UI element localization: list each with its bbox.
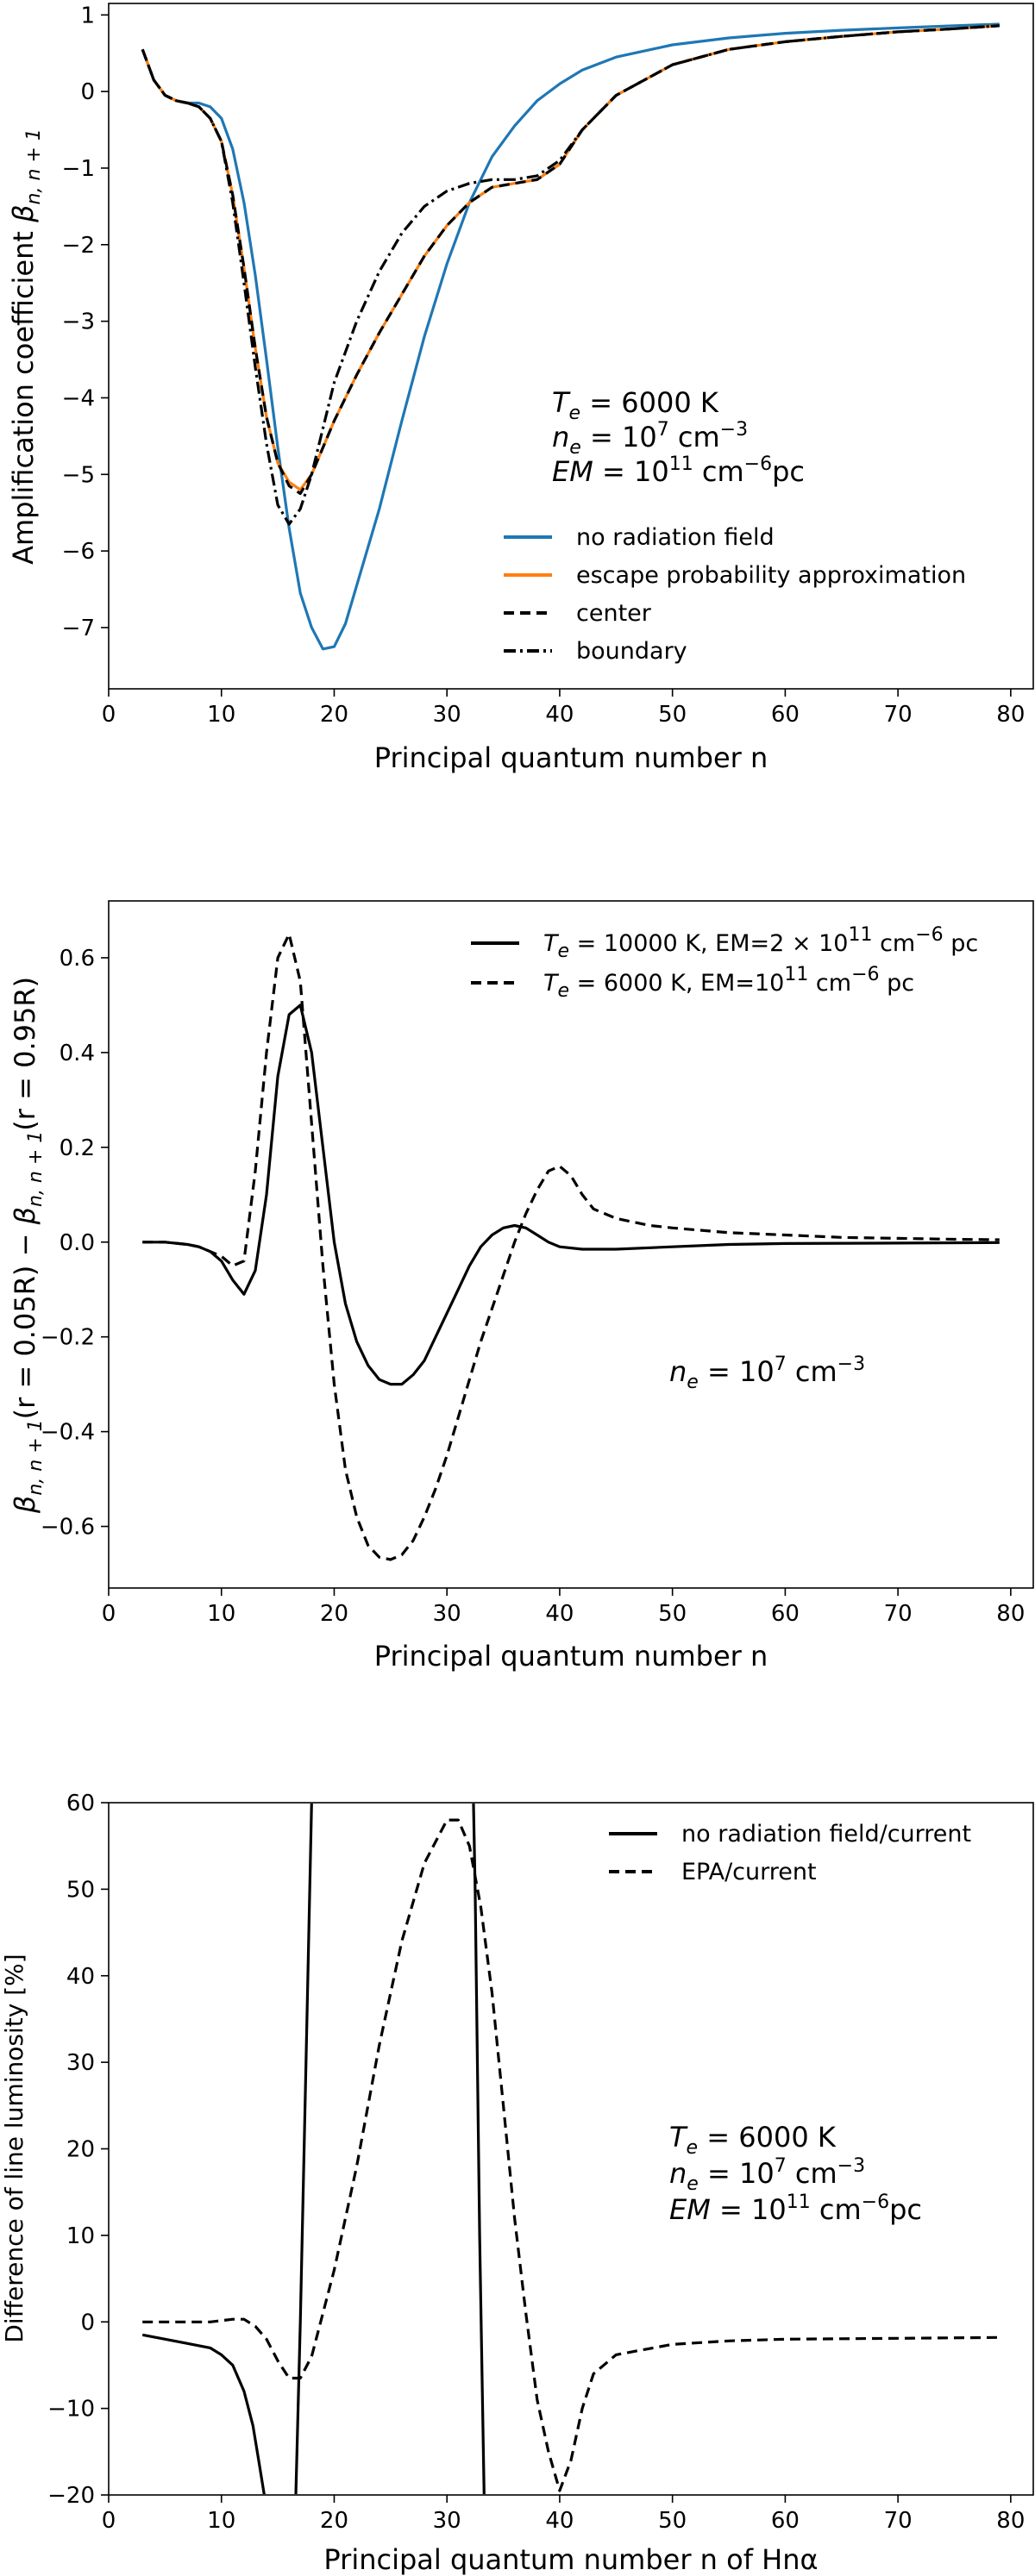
x-tick-label: 50	[658, 702, 687, 728]
annotation-params: Te = 6000 K ne = 107 cm−3 EM = 1011 cm−6…	[669, 2121, 922, 2226]
x-axis-label: Principal quantum number n	[374, 741, 768, 774]
series-line-3	[141, 24, 1000, 526]
y-tick-label: 50	[66, 1877, 95, 1903]
x-tick-label: 40	[545, 2508, 574, 2534]
y-tick-label: −20	[47, 2483, 95, 2509]
legend-label-no-radiation: no radiation field	[576, 524, 775, 551]
axis-ticks: 0 10 20 30 40 50 60 70 80 0.6 0.4 0.2 0.0 −0.2 −0.4 −0.…	[41, 946, 1026, 1627]
x-tick-label: 60	[771, 2508, 800, 2534]
axis-ticks: 0 10 20 30 40 50 60 70 80 60 50 40 30 20 10 0 −10 −20	[47, 1791, 1025, 2534]
y-tick-label: −1	[62, 156, 95, 182]
y-tick-label: −7	[62, 616, 95, 641]
y-tick-label: 20	[66, 2137, 95, 2163]
x-tick-label: 30	[433, 2508, 461, 2534]
series-line-0	[142, 1004, 1000, 1386]
legend-label-boundary: boundary	[576, 638, 687, 665]
x-tick-label: 10	[207, 2508, 235, 2534]
legend-label-epa-current: EPA/current	[681, 1859, 817, 1885]
plot-frame	[108, 900, 1034, 1589]
x-tick-label: 50	[658, 2508, 687, 2534]
y-axis-label: βn, n + 1(r = 0.05R) − βn, n + 1(r = 0.9…	[9, 977, 47, 1514]
x-tick-label: 60	[771, 1601, 800, 1627]
annotation-params: ne = 107 cm−3	[669, 1354, 865, 1393]
y-tick-label: −0.2	[41, 1325, 95, 1351]
legend-label-te6000: Te = 6000 K, EM=1011 cm−6 pc	[543, 964, 914, 1002]
legend-label-center: center	[576, 600, 652, 627]
svg-text:EM = 1011 cm−6pc: EM = 1011 cm−6pc	[669, 2191, 922, 2226]
panel-line-luminosity: 0 10 20 30 40 50 60 70 80 60 50 40 30 20 10 0 −10 −20 Pri…	[0, 1791, 1034, 2576]
y-tick-label: 60	[66, 1791, 95, 1816]
series-line-0	[141, 1804, 486, 2494]
y-tick-label: −10	[47, 2397, 95, 2423]
x-tick-label: 80	[996, 702, 1025, 728]
y-tick-label: 1	[80, 3, 95, 28]
y-tick-label: −3	[62, 309, 95, 335]
legend: no radiation field escape probability ap…	[504, 524, 966, 665]
svg-text:Te = 6000 K: Te = 6000 K	[669, 2121, 837, 2159]
x-tick-label: 10	[207, 702, 235, 728]
y-tick-label: 30	[66, 2050, 95, 2076]
plot-frame	[108, 3, 1034, 690]
x-tick-label: 70	[884, 1601, 913, 1627]
x-tick-label: 70	[884, 702, 913, 728]
x-tick-label: 40	[545, 1601, 574, 1627]
y-tick-label: 0.2	[60, 1135, 95, 1161]
x-tick-label: 0	[102, 2508, 116, 2534]
x-tick-label: 20	[320, 2508, 348, 2534]
svg-text:EM = 1011 cm−6pc: EM = 1011 cm−6pc	[552, 453, 805, 488]
legend-label-epa: escape probability approximation	[576, 562, 966, 589]
y-tick-label: 10	[66, 2223, 95, 2249]
x-tick-label: 80	[996, 1601, 1025, 1627]
y-axis-label: Difference of line luminosity [%]	[0, 1954, 28, 2342]
series-line-1	[142, 1818, 1000, 2492]
y-tick-label: 40	[66, 1964, 95, 1990]
x-tick-label: 80	[996, 2508, 1025, 2534]
y-tick-label: 0	[80, 79, 95, 105]
y-tick-label: −2	[62, 233, 95, 259]
legend: Te = 10000 K, EM=2 × 1011 cm−6 pc Te = 6…	[471, 924, 978, 1002]
x-tick-label: 0	[102, 702, 116, 728]
svg-text:ne = 107 cm−3: ne = 107 cm−3	[669, 2155, 865, 2195]
panel-beta-difference: 0 10 20 30 40 50 60 70 80 0.6 0.4 0.2 0.0 −0.2 −0.4 −0.…	[9, 900, 1034, 1673]
legend: no radiation field/current EPA/current	[609, 1821, 971, 1885]
legend-label-no-radiation-current: no radiation field/current	[681, 1821, 971, 1848]
y-tick-label: −0.4	[41, 1420, 95, 1446]
y-tick-label: −6	[62, 539, 95, 565]
x-tick-label: 20	[320, 702, 348, 728]
x-tick-label: 30	[433, 702, 461, 728]
y-tick-label: 0	[80, 2310, 95, 2335]
x-tick-label: 0	[102, 1601, 116, 1627]
plot-frame	[108, 1802, 1034, 2496]
y-tick-label: −4	[62, 385, 95, 411]
series-line-1	[142, 932, 1000, 1561]
legend-label-te10000: Te = 10000 K, EM=2 × 1011 cm−6 pc	[543, 924, 978, 962]
svg-text:ne = 107 cm−3: ne = 107 cm−3	[669, 1354, 865, 1393]
series-line-0	[141, 22, 1000, 651]
annotation-params: Te = 6000 K ne = 107 cm−3 EM = 1011 cm−6…	[552, 386, 805, 488]
y-tick-label: 0.4	[60, 1041, 95, 1066]
x-axis-label: Principal quantum number n	[374, 1640, 768, 1673]
svg-text:Te = 6000 K: Te = 6000 K	[552, 386, 719, 424]
x-tick-label: 10	[207, 1601, 235, 1627]
x-axis-label: Principal quantum number n of Hnα	[323, 2543, 818, 2576]
y-tick-label: 0.6	[60, 946, 95, 972]
y-tick-label: 0.0	[60, 1230, 95, 1256]
x-tick-label: 70	[884, 2508, 913, 2534]
x-tick-label: 30	[433, 1601, 461, 1627]
y-tick-label: −0.6	[41, 1515, 95, 1541]
x-tick-label: 20	[320, 1601, 348, 1627]
x-tick-label: 50	[658, 1601, 687, 1627]
x-tick-label: 40	[545, 702, 574, 728]
y-tick-label: −5	[62, 462, 95, 488]
x-tick-label: 60	[771, 702, 800, 728]
svg-text:ne = 107 cm−3: ne = 107 cm−3	[552, 419, 748, 459]
y-axis-label: Amplification coefficient βn, n + 1	[7, 128, 45, 565]
